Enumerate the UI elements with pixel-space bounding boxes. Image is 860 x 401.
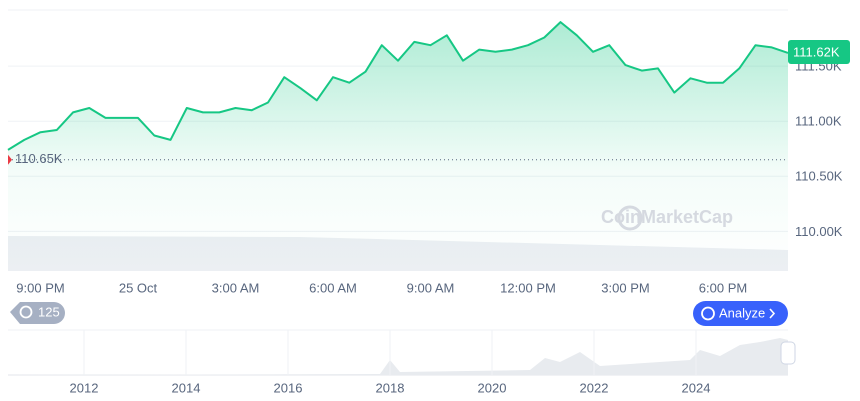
navigator-label: 2018: [376, 380, 405, 395]
x-tick-label: 3:00 PM: [601, 280, 649, 295]
x-tick-label: 25 Oct: [119, 280, 158, 295]
analyze-button[interactable]: Analyze: [693, 301, 788, 326]
watermark-logo: [617, 205, 643, 231]
y-tick-label: 110.00K: [795, 224, 843, 239]
analyze-text: Analyze: [719, 305, 765, 320]
x-tick-label: 6:00 AM: [309, 280, 357, 295]
analyze-bg: [693, 301, 788, 326]
y-tick-label: 110.50K: [795, 169, 843, 184]
price-area: [8, 22, 788, 271]
x-tick-label: 6:00 PM: [699, 280, 747, 295]
navigator-label: 2012: [70, 380, 99, 395]
navigator: [8, 329, 796, 376]
analyze-chevron: [769, 308, 776, 319]
current-price-label: 111.62K: [793, 44, 840, 59]
open-price-marker: [8, 154, 12, 165]
watermark: CoinMarketCap: [601, 207, 733, 227]
current-price-tag: [788, 39, 850, 64]
navigator-area: [8, 338, 788, 375]
history-badge[interactable]: 125: [10, 302, 65, 324]
badge-icon: [19, 305, 33, 319]
navigator-label: 2022: [580, 380, 609, 395]
navigator-handle[interactable]: [780, 341, 796, 365]
y-tick-label: 111.00K: [795, 114, 842, 129]
x-tick-label: 9:00 PM: [16, 280, 64, 295]
x-tick-label: 3:00 AM: [212, 280, 260, 295]
badge-text: 125: [38, 304, 60, 319]
navigator-label: 2024: [682, 380, 711, 395]
price-line: [7, 21, 789, 151]
navigator-label: 2016: [274, 380, 303, 395]
open-price-label: 110.65K: [15, 151, 63, 166]
analyze-icon: [701, 306, 715, 321]
navigator-label: 2020: [478, 380, 507, 395]
x-tick-label: 12:00 PM: [500, 280, 556, 295]
x-tick-label: 9:00 AM: [407, 280, 455, 295]
navigator-label: 2014: [172, 380, 201, 395]
